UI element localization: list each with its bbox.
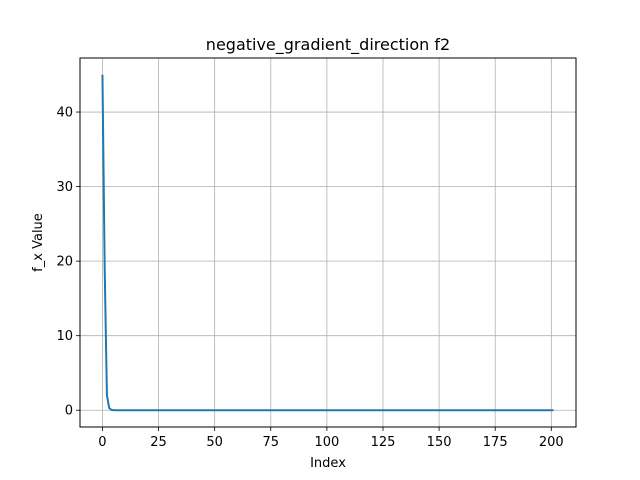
y-tick-label: 20: [56, 255, 73, 270]
chart-title: negative_gradient_direction f2: [206, 35, 450, 55]
x-tick-label: 50: [206, 435, 223, 450]
x-tick-label: 25: [150, 435, 167, 450]
x-tick-label: 150: [427, 435, 452, 450]
x-axis-label: Index: [310, 456, 346, 471]
x-tick-label: 200: [539, 435, 564, 450]
y-tick-label: 10: [56, 329, 73, 344]
grid: [80, 58, 576, 427]
plot-lines: [101, 74, 554, 412]
y-tick-label: 0: [65, 404, 73, 419]
series-line: [101, 74, 554, 412]
plot-area-frame: [79, 57, 577, 428]
y-tick-label: 40: [56, 106, 73, 121]
x-tick-label: 100: [314, 435, 339, 450]
x-tick-label: 175: [483, 435, 508, 450]
x-tick-label: 75: [262, 435, 279, 450]
x-tick-label: 125: [371, 435, 396, 450]
x-tick-label: 0: [98, 435, 106, 450]
y-axis-label: f_x Value: [31, 213, 46, 272]
axis-ticks: 0 25 50 75 100 125 150 175 200 0 10 20 30 40: [56, 106, 563, 450]
y-tick-label: 30: [56, 180, 73, 195]
